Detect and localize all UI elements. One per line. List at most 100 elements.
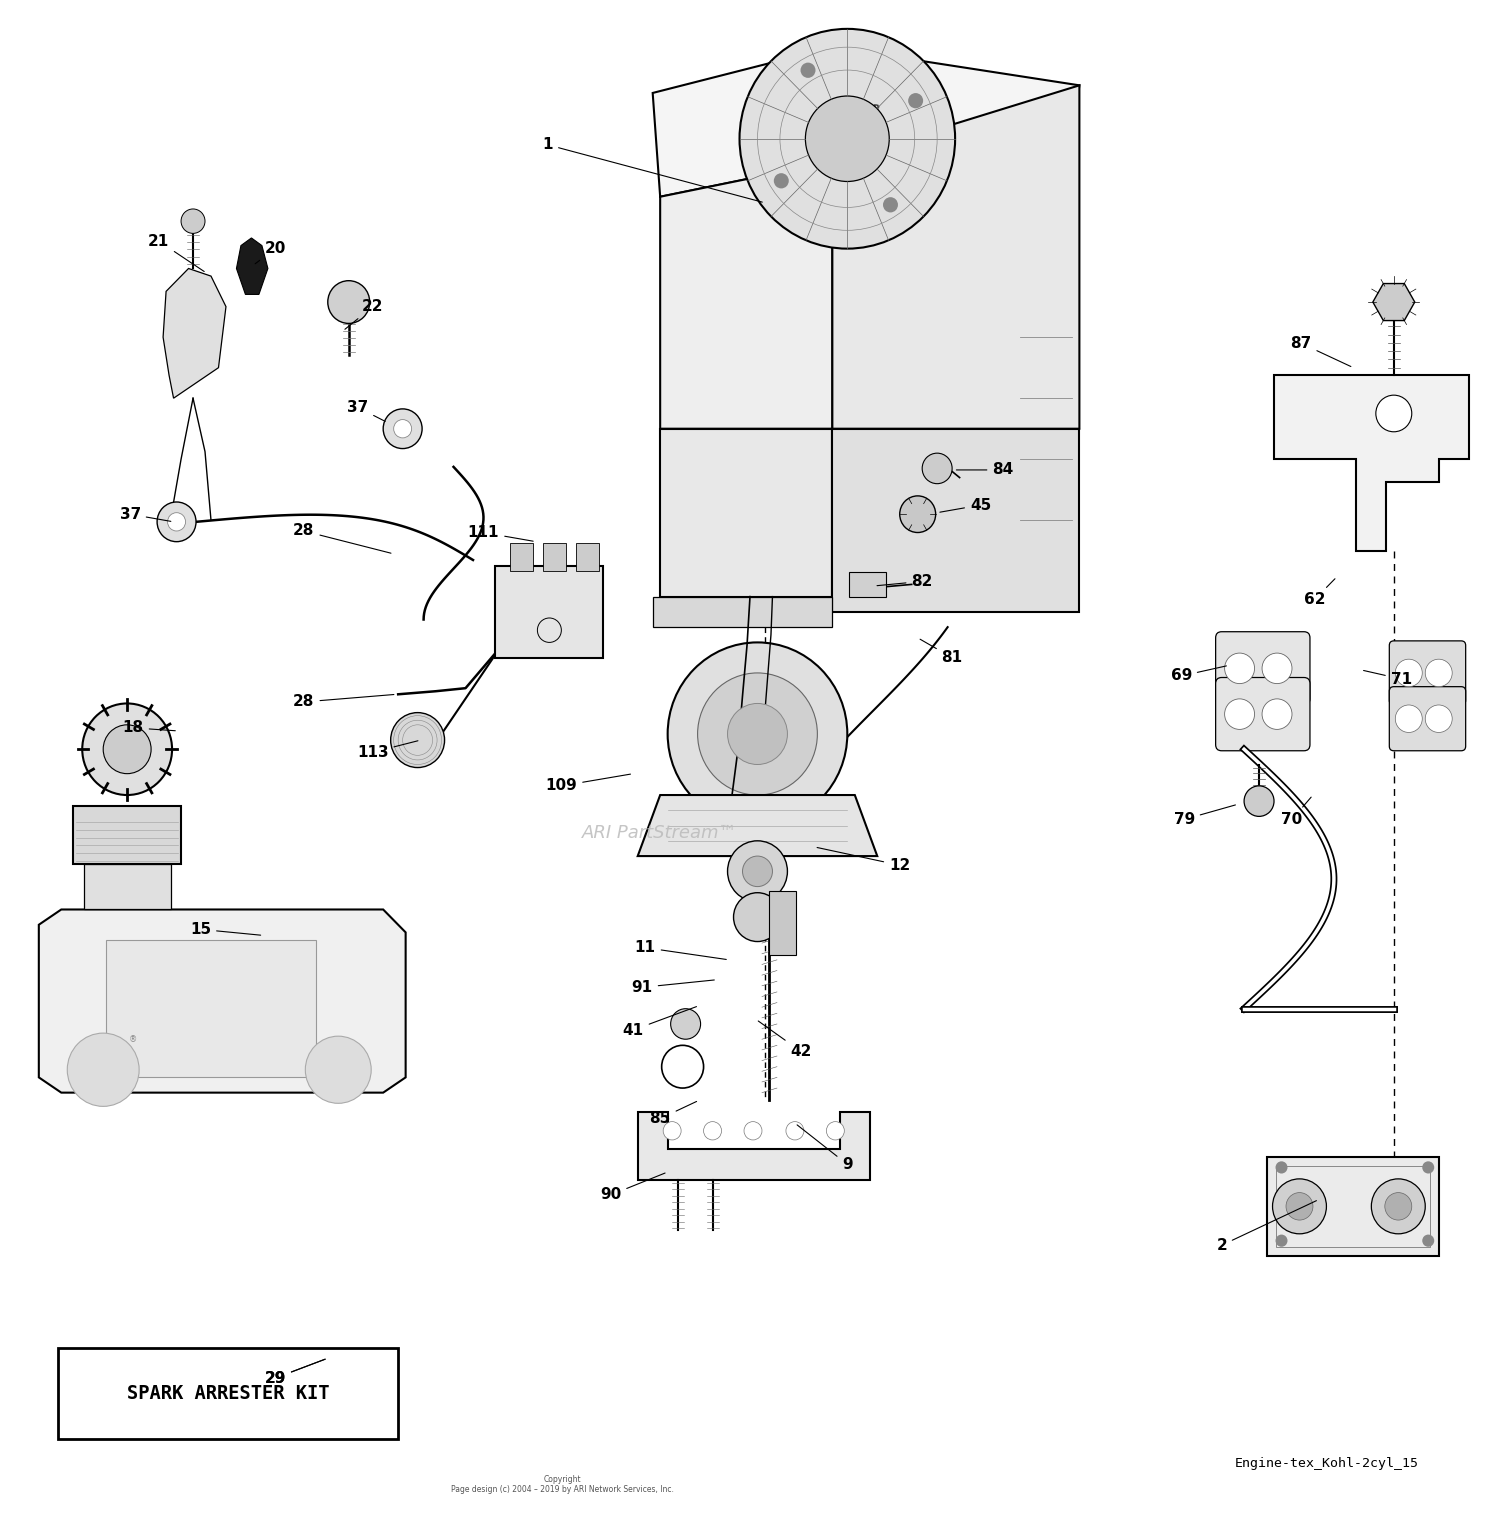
Bar bbox=[770, 891, 796, 956]
Circle shape bbox=[1275, 1162, 1287, 1174]
Circle shape bbox=[908, 93, 922, 109]
Circle shape bbox=[744, 1122, 762, 1141]
Text: KOHLER: KOHLER bbox=[836, 101, 880, 115]
Polygon shape bbox=[660, 162, 832, 428]
Circle shape bbox=[1425, 705, 1452, 732]
Circle shape bbox=[1262, 653, 1292, 683]
Circle shape bbox=[1272, 1179, 1326, 1234]
Text: 37: 37 bbox=[120, 506, 171, 521]
Text: 42: 42 bbox=[759, 1021, 812, 1060]
Circle shape bbox=[1395, 705, 1422, 732]
Bar bbox=[84, 864, 171, 910]
Circle shape bbox=[1244, 786, 1274, 816]
Circle shape bbox=[668, 642, 847, 826]
Circle shape bbox=[1224, 653, 1254, 683]
Circle shape bbox=[82, 703, 172, 795]
Circle shape bbox=[786, 1122, 804, 1141]
Circle shape bbox=[390, 713, 444, 768]
Bar bbox=[74, 806, 182, 864]
Text: 69: 69 bbox=[1170, 667, 1227, 683]
Circle shape bbox=[1275, 1234, 1287, 1246]
Text: 84: 84 bbox=[957, 462, 1014, 477]
Text: 21: 21 bbox=[148, 234, 204, 272]
Text: Engine-tex_Kohl-2cyl_15: Engine-tex_Kohl-2cyl_15 bbox=[1234, 1457, 1419, 1469]
Text: 79: 79 bbox=[1173, 804, 1236, 827]
Circle shape bbox=[922, 453, 952, 483]
Text: 109: 109 bbox=[546, 774, 630, 794]
FancyBboxPatch shape bbox=[1389, 641, 1466, 705]
Circle shape bbox=[663, 1122, 681, 1141]
Circle shape bbox=[168, 512, 186, 531]
Text: 18: 18 bbox=[123, 720, 176, 735]
Polygon shape bbox=[164, 269, 226, 398]
Text: 12: 12 bbox=[818, 847, 910, 873]
Text: 1: 1 bbox=[543, 138, 762, 202]
Text: 62: 62 bbox=[1304, 579, 1335, 607]
Text: 28: 28 bbox=[292, 523, 392, 553]
Text: 29: 29 bbox=[264, 1359, 326, 1385]
Text: Copyright
Page design (c) 2004 – 2019 by ARI Network Services, Inc.: Copyright Page design (c) 2004 – 2019 by… bbox=[452, 1474, 675, 1494]
Polygon shape bbox=[1274, 375, 1468, 550]
Circle shape bbox=[158, 502, 196, 541]
Polygon shape bbox=[237, 239, 268, 295]
Circle shape bbox=[1384, 1193, 1411, 1220]
Circle shape bbox=[728, 841, 788, 902]
Circle shape bbox=[68, 1034, 140, 1107]
Text: 22: 22 bbox=[345, 300, 384, 329]
Bar bbox=[106, 940, 316, 1078]
Circle shape bbox=[1262, 699, 1292, 729]
Text: 70: 70 bbox=[1281, 797, 1311, 827]
Circle shape bbox=[728, 703, 788, 764]
Polygon shape bbox=[1372, 283, 1414, 321]
Circle shape bbox=[1376, 394, 1411, 431]
Circle shape bbox=[1371, 1179, 1425, 1234]
Circle shape bbox=[670, 1009, 700, 1040]
Bar bbox=[58, 1347, 398, 1439]
Circle shape bbox=[1286, 1193, 1312, 1220]
Text: ARI PartStream™: ARI PartStream™ bbox=[582, 824, 738, 842]
Text: 41: 41 bbox=[622, 1006, 696, 1038]
Polygon shape bbox=[660, 428, 832, 596]
Text: 45: 45 bbox=[940, 497, 992, 512]
Text: 87: 87 bbox=[1290, 336, 1352, 367]
Text: 2: 2 bbox=[1216, 1200, 1317, 1252]
Circle shape bbox=[306, 1037, 370, 1104]
Text: 82: 82 bbox=[878, 573, 933, 589]
Circle shape bbox=[1422, 1234, 1434, 1246]
Circle shape bbox=[900, 495, 936, 532]
Circle shape bbox=[801, 63, 816, 78]
FancyBboxPatch shape bbox=[1389, 687, 1466, 751]
Text: 85: 85 bbox=[650, 1101, 696, 1125]
Circle shape bbox=[740, 29, 956, 249]
Bar bbox=[1275, 1167, 1430, 1246]
Circle shape bbox=[827, 1122, 844, 1141]
Text: 91: 91 bbox=[632, 980, 714, 995]
Circle shape bbox=[393, 419, 411, 437]
Circle shape bbox=[1224, 699, 1254, 729]
Text: 9: 9 bbox=[796, 1125, 852, 1171]
Circle shape bbox=[884, 197, 898, 213]
Bar bbox=[510, 543, 532, 570]
Circle shape bbox=[698, 673, 818, 795]
Text: 81: 81 bbox=[920, 639, 963, 665]
Circle shape bbox=[1425, 659, 1452, 687]
Circle shape bbox=[774, 173, 789, 188]
Text: 111: 111 bbox=[468, 524, 532, 541]
Polygon shape bbox=[39, 910, 405, 1093]
Text: 20: 20 bbox=[255, 242, 286, 265]
Polygon shape bbox=[652, 596, 833, 627]
Circle shape bbox=[734, 893, 782, 942]
Text: 37: 37 bbox=[346, 401, 386, 422]
Circle shape bbox=[704, 1122, 722, 1141]
Text: ®: ® bbox=[129, 1035, 138, 1044]
Polygon shape bbox=[638, 795, 878, 856]
Bar bbox=[495, 566, 603, 657]
Text: 28: 28 bbox=[292, 694, 394, 709]
Text: SPARK ARRESTER KIT: SPARK ARRESTER KIT bbox=[128, 1384, 330, 1402]
Polygon shape bbox=[652, 47, 1080, 200]
Circle shape bbox=[1422, 1162, 1434, 1174]
FancyBboxPatch shape bbox=[1215, 631, 1310, 705]
Text: 113: 113 bbox=[357, 740, 419, 760]
Text: 71: 71 bbox=[1364, 671, 1411, 687]
Bar bbox=[576, 543, 598, 570]
